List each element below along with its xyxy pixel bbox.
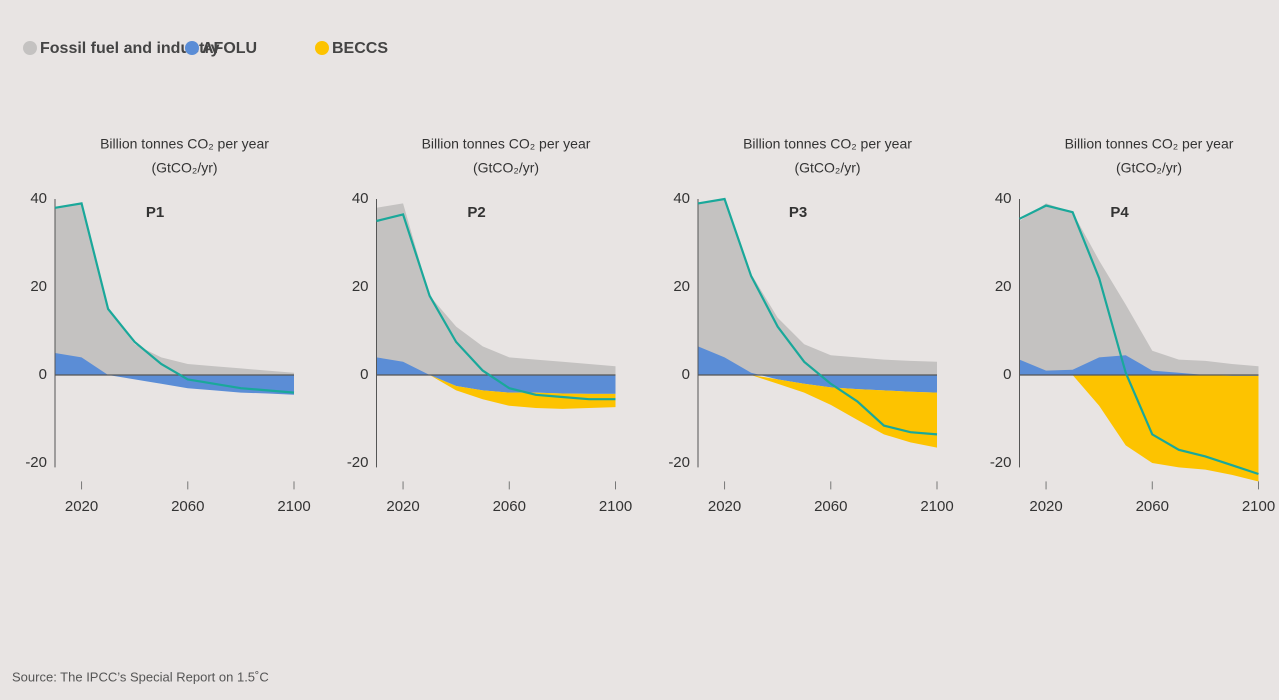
beccs-area <box>698 375 937 448</box>
x-tick-label: 2100 <box>277 498 310 515</box>
y-axis-label: (GtCO₂/yr) <box>473 160 539 176</box>
afolu-area <box>376 357 616 394</box>
fossil-area <box>55 203 294 375</box>
net-line <box>1019 204 1259 476</box>
beccs-area <box>376 375 616 409</box>
panel-title: P4 <box>1110 204 1129 221</box>
y-axis-label: Billion tonnes CO₂ per year <box>1065 136 1234 152</box>
net-line <box>697 197 938 436</box>
y-tick-label: 20 <box>673 278 690 295</box>
panel-title: P1 <box>146 204 164 221</box>
source-note: Source: The IPCC’s Special Report on 1.5… <box>12 669 269 684</box>
y-axis-label: (GtCO₂/yr) <box>1116 160 1182 176</box>
x-tick-label: 2020 <box>1029 498 1062 515</box>
y-tick-label: 0 <box>682 366 690 383</box>
y-axis-label: (GtCO₂/yr) <box>794 160 860 176</box>
net-line <box>376 213 616 401</box>
x-tick-label: 2060 <box>493 498 526 515</box>
x-tick-label: 2020 <box>65 498 98 515</box>
x-tick-label: 2100 <box>1242 498 1275 515</box>
fossil-area <box>376 203 616 375</box>
y-tick-label: -20 <box>990 454 1012 471</box>
afolu-area <box>698 346 937 393</box>
fossil-area <box>698 199 937 375</box>
legend-swatch <box>315 41 329 55</box>
y-axis-label: Billion tonnes CO₂ per year <box>100 136 269 152</box>
y-tick-label: -20 <box>668 454 690 471</box>
legend-label: BECCS <box>332 40 388 57</box>
fossil-area <box>1019 203 1259 375</box>
afolu-area <box>1019 355 1259 376</box>
y-tick-label: 0 <box>1003 366 1011 383</box>
legend-swatch <box>23 41 37 55</box>
y-tick-label: 0 <box>39 366 47 383</box>
y-axis-label: (GtCO₂/yr) <box>151 160 217 176</box>
x-tick-label: 2060 <box>814 498 847 515</box>
y-tick-label: 20 <box>352 278 369 295</box>
x-tick-label: 2020 <box>708 498 741 515</box>
y-axis-label: Billion tonnes CO₂ per year <box>422 136 591 152</box>
y-axis-label: Billion tonnes CO₂ per year <box>743 136 912 152</box>
y-tick-label: 40 <box>673 190 690 207</box>
panel-title: P2 <box>467 204 485 221</box>
y-tick-label: 40 <box>30 190 47 207</box>
legend-label: Fossil fuel and industry <box>40 40 220 57</box>
y-tick-label: 0 <box>360 366 368 383</box>
legend-swatch <box>185 41 199 55</box>
afolu-area <box>55 353 294 395</box>
y-tick-label: 40 <box>352 190 369 207</box>
y-tick-label: 20 <box>30 278 47 295</box>
panel-title: P3 <box>789 204 807 221</box>
y-tick-label: 40 <box>995 190 1012 207</box>
x-tick-label: 2100 <box>599 498 632 515</box>
x-tick-label: 2020 <box>386 498 419 515</box>
x-tick-label: 2100 <box>920 498 953 515</box>
y-tick-label: -20 <box>25 454 47 471</box>
y-tick-label: 20 <box>995 278 1012 295</box>
net-line <box>54 202 295 394</box>
legend-label: AFOLU <box>202 40 257 57</box>
x-tick-label: 2060 <box>1136 498 1169 515</box>
y-tick-label: -20 <box>347 454 369 471</box>
x-tick-label: 2060 <box>171 498 204 515</box>
